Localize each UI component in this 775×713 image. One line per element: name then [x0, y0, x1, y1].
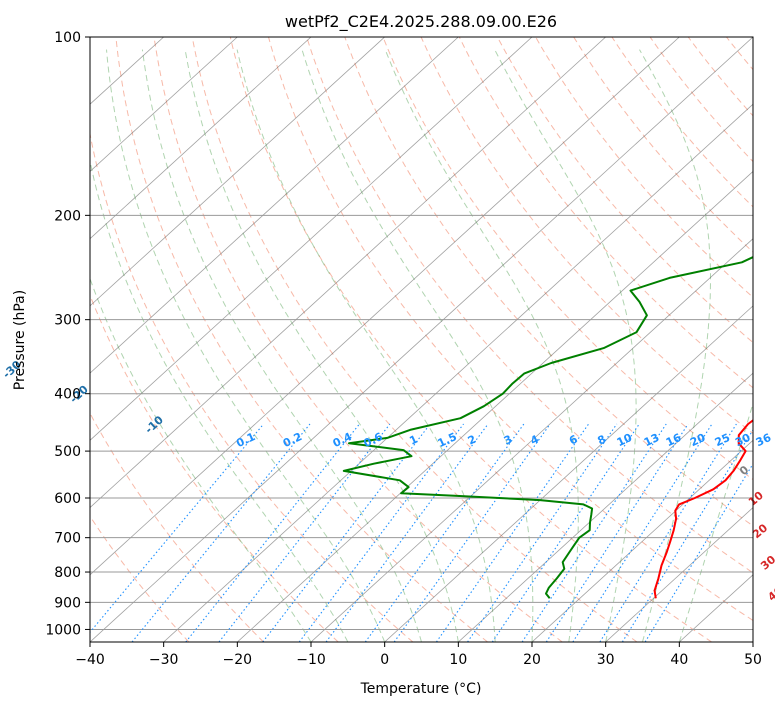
dry-adiabat-line: [765, 37, 775, 642]
mixing-ratio-label: 36: [754, 431, 774, 449]
y-tick-label: 400: [54, 387, 81, 403]
y-tick-label: 100: [54, 30, 81, 46]
x-tick-label: 20: [523, 652, 541, 668]
isotherm-line: [753, 37, 775, 642]
moist-adiabat-label: 40: [766, 584, 775, 604]
x-tick-label: −10: [296, 652, 326, 668]
x-tick-label: 0: [380, 652, 389, 668]
x-tick-label: 40: [670, 652, 688, 668]
x-tick-label: 10: [449, 652, 467, 668]
y-tick-label: 500: [54, 444, 81, 460]
moist-adiabat-label: 30: [758, 553, 775, 573]
x-tick-label: 30: [597, 652, 615, 668]
y-tick-label: 1000: [45, 622, 81, 638]
x-tick-label: −20: [223, 652, 253, 668]
y-axis-label: Pressure (hPa): [12, 290, 28, 390]
y-tick-label: 600: [54, 491, 81, 507]
y-tick-label: 200: [54, 208, 81, 224]
y-tick-label: 800: [54, 565, 81, 581]
y-tick-label: 900: [54, 595, 81, 611]
x-axis-label: Temperature (°C): [360, 681, 482, 697]
x-tick-label: −40: [75, 652, 105, 668]
x-tick-label: −30: [149, 652, 179, 668]
chart-title: wetPf2_C2E4.2025.288.09.00.E26: [285, 12, 557, 32]
y-tick-label: 700: [54, 531, 81, 547]
y-tick-label: 300: [54, 313, 81, 329]
x-tick-label: 50: [744, 652, 762, 668]
